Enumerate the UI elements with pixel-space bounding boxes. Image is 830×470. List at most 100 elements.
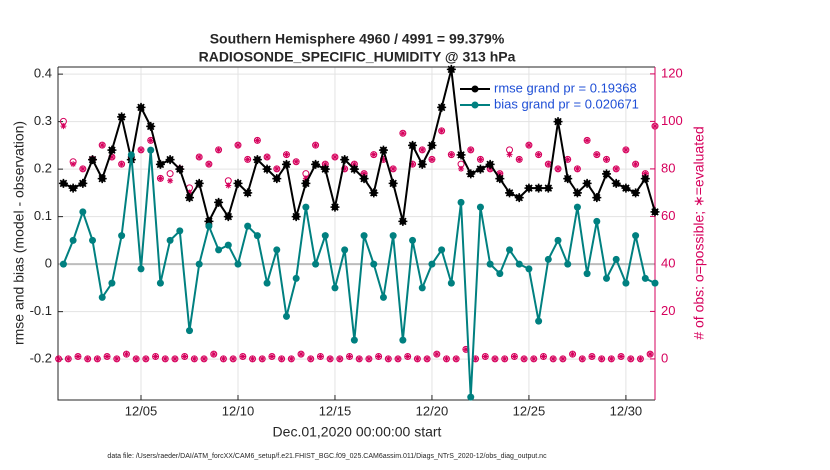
obs-evaluated [293,158,300,165]
bias-marker [331,284,339,292]
obs-evaluated [205,161,212,168]
obs-evaluated [545,161,552,168]
bias-marker [525,265,533,273]
rmse-marker [505,188,515,198]
obs-evaluated [603,156,610,163]
obs-evaluated [491,355,498,362]
obs-evaluated [201,355,208,362]
obs-evaluated [278,355,285,362]
obs-evaluated [506,151,513,158]
y2-axis-label: # of obs: o=possible; ∗=evaluated [691,126,707,339]
obs-evaluated [331,154,338,161]
bias-marker [341,246,349,254]
obs-evaluated [462,346,469,353]
rmse-marker [398,216,408,226]
obs-evaluated [501,355,508,362]
bias-marker [137,265,145,273]
rmse-marker [107,145,117,155]
x-axis-label: Dec.01,2020 00:00:00 start [273,424,442,440]
rmse-marker [272,174,282,184]
rmse-marker [640,174,650,184]
rmse-marker [301,178,311,188]
bias-marker [632,232,640,240]
obs-evaluated [152,353,159,360]
bias-marker [622,279,630,287]
obs-evaluated [302,175,309,182]
rmse-marker [369,188,379,198]
obs-evaluated [239,353,246,360]
bias-marker [253,232,261,240]
obs-evaluated [94,355,101,362]
bias-marker [108,279,116,287]
obs-evaluated [162,355,169,362]
chart-title: Southern Hemisphere 4960 / 4991 = 99.379… [210,31,505,47]
obs-evaluated [637,355,644,362]
bias-marker [224,241,232,249]
rmse-marker [349,164,359,174]
rmse-marker [524,183,534,193]
bias-marker [205,222,213,230]
rmse-marker [281,159,291,169]
bias-marker [350,336,358,344]
rmse-marker [543,183,553,193]
rmse-marker [204,216,214,226]
rmse-marker [291,212,301,222]
rmse-marker [243,188,253,198]
obs-evaluated [60,123,67,130]
obs-evaluated [327,355,334,362]
rmse-marker [534,183,544,193]
obs-evaluated [419,146,426,153]
obs-evaluated [622,146,629,153]
obs-evaluated [593,151,600,158]
axes-frame [57,66,655,401]
bias-marker [79,208,87,216]
rmse-marker [117,112,127,122]
obs-evaluated [244,156,251,163]
obs-evaluated [167,177,174,184]
obs-evaluated [298,351,305,358]
y2-tick-label: 80 [661,160,675,175]
bias-marker [379,293,387,301]
obs-evaluated [186,189,193,196]
obs-possible [166,170,174,178]
obs-evaluated [559,355,566,362]
bias-marker [166,236,174,244]
bias-marker [89,236,97,244]
obs-evaluated [530,355,537,362]
obs-evaluated [225,182,232,189]
bias-marker [370,260,378,268]
obs-evaluated [65,355,72,362]
obs-evaluated [399,130,406,137]
bias-marker [302,203,310,211]
obs-evaluated [448,151,455,158]
rmse-marker [466,169,476,179]
bias-marker [467,393,475,401]
obs-evaluated [283,151,290,158]
rmse-marker [427,140,437,150]
y-tick-label: 0.2 [34,161,52,176]
rmse-marker [631,188,641,198]
obs-evaluated [647,351,654,358]
rmse-marker [146,121,156,131]
obs-evaluated [428,156,435,163]
bias-marker [428,260,436,268]
rmse-marker [388,178,398,188]
x-tick-label: 12/15 [319,403,352,418]
obs-evaluated [84,355,91,362]
rmse-marker [58,178,68,188]
obs-evaluated [550,355,557,362]
y-tick-label: 0.1 [34,208,52,223]
bias-marker [118,232,126,240]
bias-marker [573,203,581,211]
obs-evaluated [108,154,115,161]
rmse-marker [514,193,524,203]
rmse-marker [602,169,612,179]
rmse-marker [194,178,204,188]
obs-evaluated [584,137,591,144]
x-tick-label: 12/30 [610,403,643,418]
obs-evaluated [249,355,256,362]
rmse-marker [408,140,418,150]
obs-evaluated [273,165,280,172]
bias-marker [409,236,417,244]
bias-marker [496,270,504,278]
